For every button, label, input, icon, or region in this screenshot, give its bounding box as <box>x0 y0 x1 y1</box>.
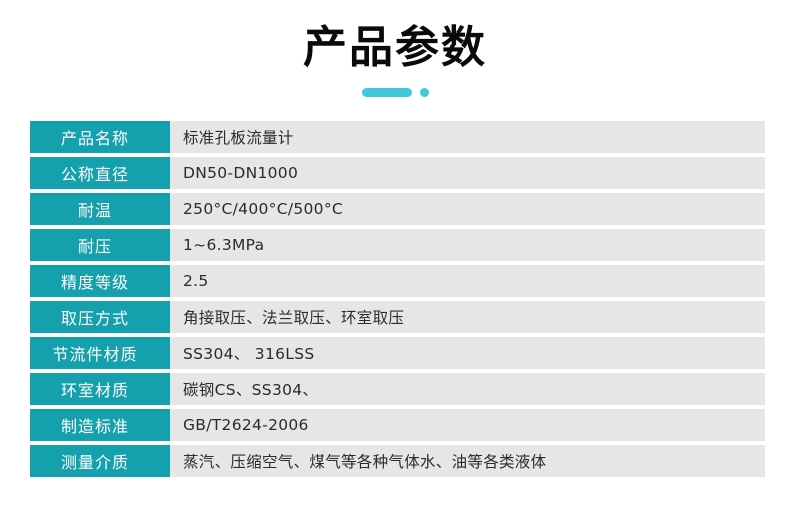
spec-label: 测量介质 <box>30 445 170 477</box>
table-row: 制造标准 GB/T2624-2006 <box>30 409 765 441</box>
spec-value: GB/T2624-2006 <box>170 409 765 441</box>
spec-value: 250°C/400°C/500°C <box>170 193 765 225</box>
table-row: 产品名称 标准孔板流量计 <box>30 121 765 153</box>
spec-value: DN50-DN1000 <box>170 157 765 189</box>
decoration-dot-icon <box>419 87 429 97</box>
spec-value: 标准孔板流量计 <box>170 121 765 153</box>
page-title: 产品参数 <box>303 22 487 73</box>
spec-value: 角接取压、法兰取压、环室取压 <box>170 301 765 333</box>
table-row: 精度等级 2.5 <box>30 265 765 297</box>
table-row: 节流件材质 SS304、 316LSS <box>30 337 765 369</box>
table-row: 耐温 250°C/400°C/500°C <box>30 193 765 225</box>
table-row: 取压方式 角接取压、法兰取压、环室取压 <box>30 301 765 333</box>
spec-label: 制造标准 <box>30 409 170 441</box>
spec-value: 蒸汽、压缩空气、煤气等各种气体水、油等各类液体 <box>170 445 765 477</box>
spec-label: 公称直径 <box>30 157 170 189</box>
spec-label: 产品名称 <box>30 121 170 153</box>
table-row: 测量介质 蒸汽、压缩空气、煤气等各种气体水、油等各类液体 <box>30 445 765 477</box>
spec-label: 节流件材质 <box>30 337 170 369</box>
table-row: 公称直径 DN50-DN1000 <box>30 157 765 189</box>
spec-value: 碳钢CS、SS304、 <box>170 373 765 405</box>
spec-value: SS304、 316LSS <box>170 337 765 369</box>
spec-label: 耐温 <box>30 193 170 225</box>
spec-label: 取压方式 <box>30 301 170 333</box>
spec-label: 环室材质 <box>30 373 170 405</box>
table-row: 环室材质 碳钢CS、SS304、 <box>30 373 765 405</box>
page-header: 产品参数 <box>0 0 790 110</box>
spec-label: 耐压 <box>30 229 170 261</box>
title-decoration <box>361 86 429 98</box>
spec-value: 2.5 <box>170 265 765 297</box>
spec-label: 精度等级 <box>30 265 170 297</box>
table-row: 耐压 1~6.3MPa <box>30 229 765 261</box>
specification-table: 产品名称 标准孔板流量计 公称直径 DN50-DN1000 耐温 250°C/4… <box>30 121 765 477</box>
spec-value: 1~6.3MPa <box>170 229 765 261</box>
decoration-bar-icon <box>361 87 412 97</box>
